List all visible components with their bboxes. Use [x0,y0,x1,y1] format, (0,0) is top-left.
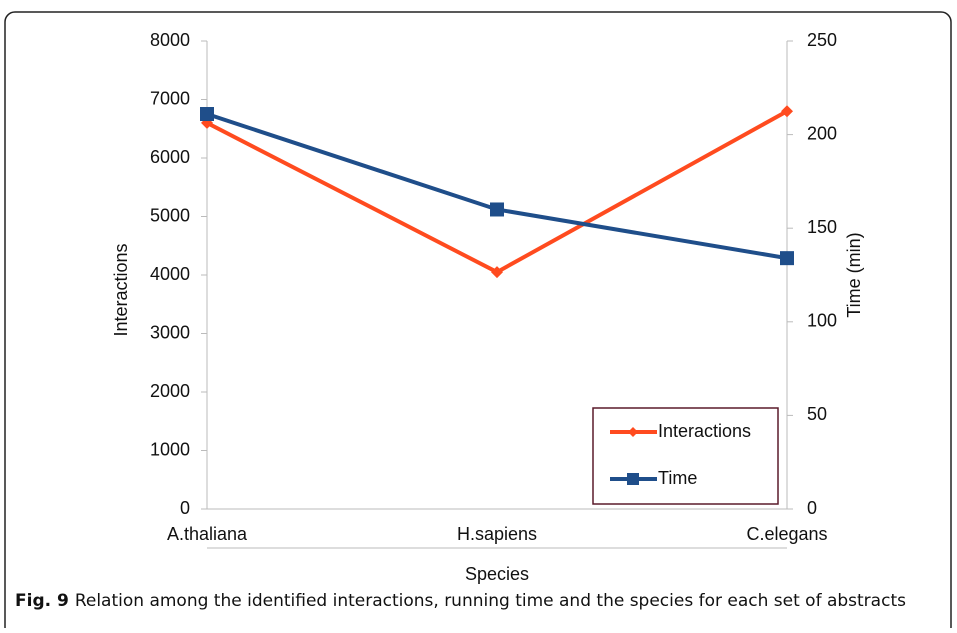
series-line [206,109,788,275]
y-tick-label: 7000 [150,88,190,108]
y-tick-label: 1000 [150,439,190,459]
y2-tick-label: 150 [807,217,837,237]
point-marker [780,251,794,266]
y-tick-label: 2000 [150,381,190,401]
legend-marker [627,473,639,485]
caption-label: Fig. 9 [15,591,69,611]
x-tick-label: C.elegans [746,524,827,544]
legend-marker [628,427,638,437]
figure-frame [4,11,952,633]
x-tick-label: H.sapiens [457,524,537,544]
y2-axis-label: Time (min) [844,232,864,317]
legend-label: Time [658,468,697,488]
x-tick-label: A.thaliana [167,524,248,544]
point-marker [781,105,793,118]
y2-tick-label: 50 [807,404,827,424]
y-tick-label: 8000 [150,30,190,50]
caption-text: Relation among the identified interactio… [75,591,906,611]
y2-tick-label: 100 [807,311,837,331]
series-line [206,112,788,261]
caption: Fig. 9 Relation among the identified inte… [15,591,906,611]
legend-box [592,407,779,505]
x-axis-label: Species [465,564,529,584]
legend-label: Interactions [658,421,751,441]
y-tick-label: 4000 [150,264,190,284]
y2-tick-label: 200 [807,123,837,143]
y-axis-label: Interactions [111,243,131,336]
y-tick-label: 0 [180,498,190,518]
y-tick-label: 6000 [150,147,190,167]
y-tick-label: 5000 [150,205,190,225]
point-marker [490,202,504,217]
point-marker [491,266,503,279]
y2-tick-label: 250 [807,30,837,50]
point-marker [200,107,214,122]
y2-tick-label: 0 [807,498,817,518]
y-tick-label: 3000 [150,322,190,342]
